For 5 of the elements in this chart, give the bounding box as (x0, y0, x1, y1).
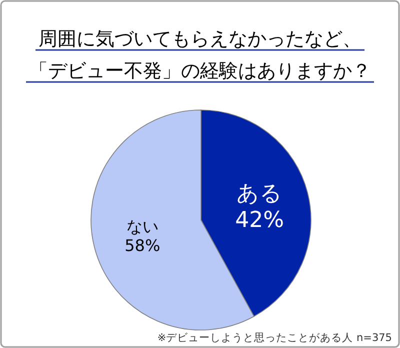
title: 「デビュー不発」の経験はありますか？ (29, 60, 371, 82)
data-label: ない 58% (124, 216, 160, 256)
annotation: ※デビューしようと思ったことがある人 n=375 (157, 332, 392, 344)
data-label: ある 42% (235, 182, 284, 233)
title: 周囲に気づいてもらえなかったなど、 (38, 28, 362, 50)
